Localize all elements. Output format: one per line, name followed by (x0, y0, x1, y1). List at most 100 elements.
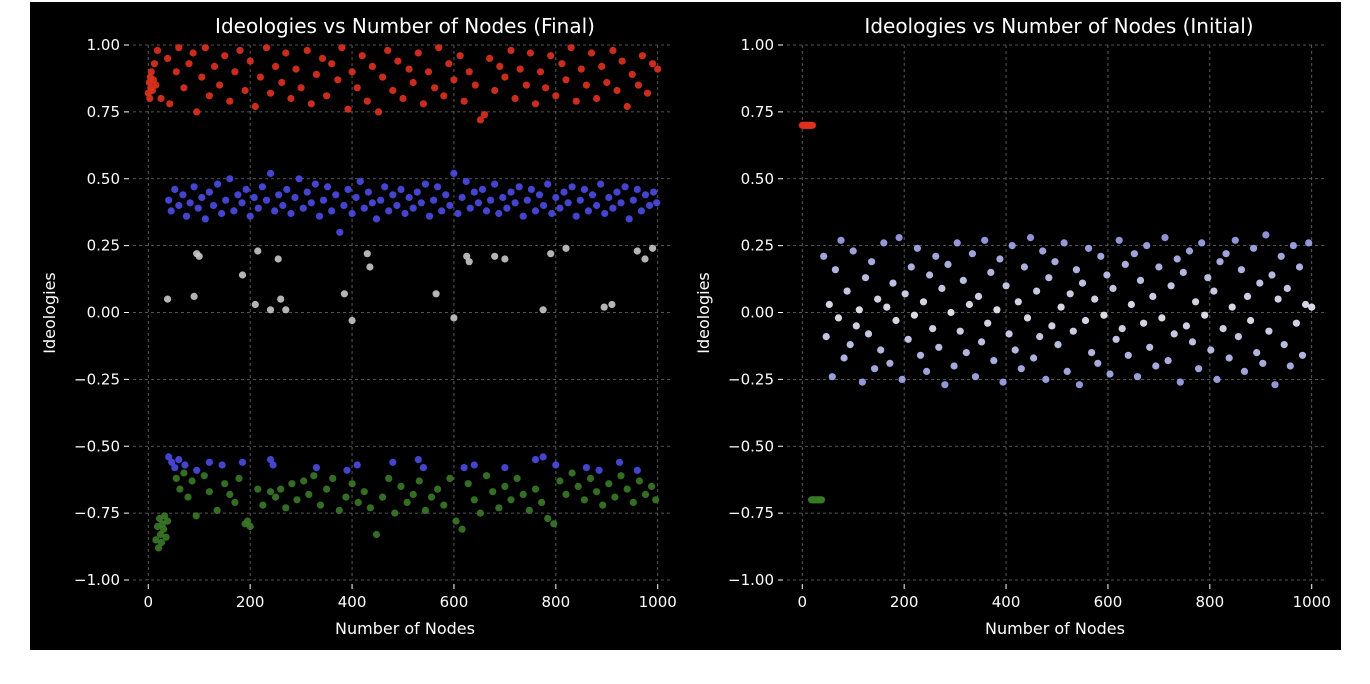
data-point (883, 303, 891, 311)
data-point (368, 62, 376, 70)
data-point (501, 464, 509, 472)
data-point (1085, 244, 1093, 252)
chart-canvas: Ideologies vs Number of Nodes (Final) Nu… (40, 14, 1331, 638)
data-point (1011, 346, 1019, 354)
data-point (241, 86, 249, 95)
data-point (344, 105, 352, 113)
y-tick-label: 0.50 (87, 170, 120, 188)
data-point (539, 306, 547, 314)
data-point (654, 65, 662, 73)
data-point (1057, 303, 1065, 311)
data-point (1130, 250, 1138, 258)
data-point (635, 477, 644, 485)
data-point (246, 212, 254, 220)
data-point (450, 169, 458, 177)
data-point (1069, 327, 1077, 335)
data-point (172, 474, 180, 482)
data-point (1066, 290, 1074, 298)
data-point (1081, 316, 1090, 325)
data-point (552, 193, 560, 202)
data-point (649, 244, 657, 252)
data-point (366, 504, 374, 512)
data-point (305, 490, 313, 498)
data-point (874, 295, 882, 303)
data-point (959, 276, 967, 284)
data-point (877, 346, 885, 354)
data-point (209, 201, 218, 210)
data-point (342, 493, 350, 501)
data-point (511, 199, 519, 207)
data-point (385, 474, 393, 482)
data-point (1274, 295, 1282, 303)
data-point (978, 338, 986, 346)
data-point (397, 482, 405, 490)
data-point (649, 60, 657, 68)
data-point (916, 351, 925, 359)
data-point (165, 196, 173, 204)
data-point (633, 185, 641, 193)
data-point (1302, 300, 1310, 309)
data-point (216, 81, 224, 89)
data-point (932, 252, 940, 260)
data-point (652, 496, 660, 504)
data-point (1100, 311, 1108, 319)
data-point (319, 196, 328, 204)
data-point (460, 464, 468, 472)
data-point (523, 196, 531, 204)
y-tick-label: −1.00 (728, 571, 774, 589)
series-1 (807, 496, 826, 504)
data-point (1259, 359, 1267, 367)
data-point (397, 185, 405, 193)
data-point (929, 325, 937, 333)
data-point (621, 183, 629, 191)
data-point (377, 196, 385, 204)
data-point (1283, 284, 1291, 292)
data-point (343, 466, 351, 474)
data-point (562, 76, 570, 84)
data-point (496, 62, 504, 70)
data-point (1268, 271, 1276, 279)
data-point (344, 185, 352, 193)
data-point (593, 201, 601, 210)
data-point (393, 201, 401, 210)
data-point (840, 354, 848, 362)
data-point (1140, 319, 1148, 327)
data-point (1240, 367, 1249, 375)
data-point (434, 485, 442, 493)
data-point (363, 250, 371, 258)
data-point (586, 474, 595, 482)
data-point (1167, 282, 1175, 290)
data-point (1127, 300, 1135, 309)
y-tick-label: −0.75 (74, 504, 120, 522)
data-point (1243, 292, 1252, 300)
data-point (181, 461, 189, 469)
initial-ideologies-chart: Ideologies vs Number of Nodes (Initial) … (694, 14, 1331, 638)
data-point (552, 92, 560, 100)
data-point (941, 381, 949, 389)
x-tick-label: 600 (1094, 593, 1123, 611)
data-point (513, 474, 521, 482)
data-point (413, 188, 421, 196)
data-point (1103, 271, 1111, 279)
data-point (466, 204, 474, 212)
data-point (489, 488, 497, 496)
data-point (431, 84, 439, 92)
data-point (1295, 263, 1304, 271)
data-point (164, 54, 172, 63)
data-point (324, 183, 332, 191)
data-point (613, 188, 621, 196)
data-point (445, 60, 453, 68)
data-point (394, 57, 402, 65)
data-point (427, 493, 436, 501)
data-point (996, 255, 1004, 263)
data-point (538, 498, 546, 506)
data-point (1228, 303, 1236, 311)
data-point (168, 458, 176, 466)
data-point (438, 207, 446, 215)
data-point (238, 199, 246, 207)
data-point (162, 533, 170, 541)
data-point (567, 44, 575, 52)
chart-title: Ideologies vs Number of Nodes (Initial) (864, 14, 1253, 38)
data-point (186, 199, 194, 207)
data-point (297, 84, 305, 92)
